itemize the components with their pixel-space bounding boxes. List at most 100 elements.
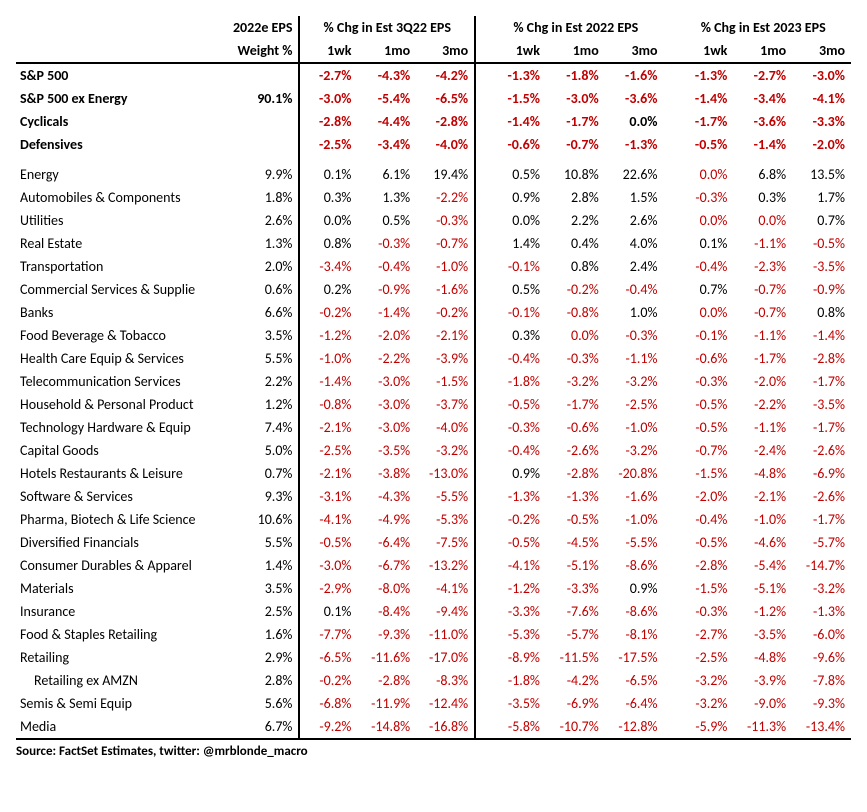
table-row: Media6.7%-9.2%-14.8%-16.8%-5.8%-10.7%-12… <box>16 715 851 739</box>
cell: -1.2% <box>488 577 546 600</box>
cell: -6.4% <box>605 692 664 715</box>
cell: -4.1% <box>792 87 851 110</box>
weight-cell: 1.2% <box>227 393 300 416</box>
cell: -1.7% <box>675 110 733 133</box>
cell: -0.7% <box>546 133 605 156</box>
table-row: Food Beverage & Tobacco3.5%-1.2%-2.0%-2.… <box>16 324 851 347</box>
cell: -6.5% <box>416 87 475 110</box>
cell: 22.6% <box>605 156 664 186</box>
cell: -8.3% <box>416 669 475 692</box>
cell: -2.7% <box>733 63 792 87</box>
cell: -3.4% <box>357 133 416 156</box>
cell: 1.3% <box>357 186 416 209</box>
cell: -8.6% <box>605 554 664 577</box>
cell <box>475 232 488 255</box>
hdr-group-2022: % Chg in Est 2022 EPS <box>488 16 663 39</box>
cell: -2.0% <box>792 133 851 156</box>
cell <box>663 87 675 110</box>
cell: -0.8% <box>546 301 605 324</box>
row-label: Diversified Financials <box>16 531 227 554</box>
cell: -3.3% <box>488 600 546 623</box>
cell: -5.9% <box>675 715 733 739</box>
weight-cell: 2.6% <box>227 209 300 232</box>
cell <box>475 156 488 186</box>
cell: -4.1% <box>488 554 546 577</box>
cell: -3.2% <box>546 370 605 393</box>
hdr-3mo: 3mo <box>416 39 475 63</box>
table-row: Diversified Financials5.5%-0.5%-6.4%-7.5… <box>16 531 851 554</box>
cell: -1.3% <box>488 485 546 508</box>
cell: -1.1% <box>605 347 664 370</box>
cell <box>663 623 675 646</box>
hdr-eps-weight-top: 2022e EPS <box>227 16 300 39</box>
cell <box>663 646 675 669</box>
cell: -4.5% <box>546 531 605 554</box>
cell: -1.5% <box>675 577 733 600</box>
cell: -0.2% <box>546 278 605 301</box>
table-row: Defensives-2.5%-3.4%-4.0%-0.6%-0.7%-1.3%… <box>16 133 851 156</box>
cell <box>475 439 488 462</box>
cell <box>663 255 675 278</box>
cell: -7.8% <box>792 669 851 692</box>
cell: -3.9% <box>733 669 792 692</box>
weight-cell: 2.0% <box>227 255 300 278</box>
cell: 6.8% <box>733 156 792 186</box>
row-label: Pharma, Biotech & Life Science <box>16 508 227 531</box>
cell: -0.3% <box>675 370 733 393</box>
cell <box>475 485 488 508</box>
cell: -6.9% <box>792 462 851 485</box>
cell: -2.8% <box>675 554 733 577</box>
cell: -1.3% <box>675 63 733 87</box>
cell: 0.0% <box>299 209 357 232</box>
cell: -1.8% <box>488 370 546 393</box>
table-row: Banks6.6%-0.2%-1.4%-0.2%-0.1%-0.8%1.0%0.… <box>16 301 851 324</box>
table-body: S&P 500-2.7%-4.3%-4.2%-1.3%-1.8%-1.6%-1.… <box>16 63 851 739</box>
weight-cell: 1.8% <box>227 186 300 209</box>
cell: -1.5% <box>488 87 546 110</box>
cell <box>663 209 675 232</box>
row-label: Retailing <box>16 646 227 669</box>
cell: -0.5% <box>488 393 546 416</box>
cell: -3.5% <box>357 439 416 462</box>
cell: -6.7% <box>357 554 416 577</box>
cell: -1.0% <box>299 347 357 370</box>
cell <box>475 87 488 110</box>
row-label: Defensives <box>16 133 227 156</box>
cell: 1.0% <box>605 301 664 324</box>
cell: -4.2% <box>546 669 605 692</box>
row-label: Food & Staples Retailing <box>16 623 227 646</box>
cell: -11.9% <box>357 692 416 715</box>
cell: -6.8% <box>299 692 357 715</box>
cell: -1.4% <box>299 370 357 393</box>
table-row: Real Estate1.3%0.8%-0.3%-0.7%1.4%0.4%4.0… <box>16 232 851 255</box>
cell <box>475 669 488 692</box>
cell <box>663 324 675 347</box>
row-label: Consumer Durables & Apparel <box>16 554 227 577</box>
eps-revision-table: 2022e EPS % Chg in Est 3Q22 EPS % Chg in… <box>16 16 851 740</box>
cell: -5.5% <box>605 531 664 554</box>
row-label: Media <box>16 715 227 739</box>
cell <box>663 554 675 577</box>
cell <box>475 110 488 133</box>
cell: -10.7% <box>546 715 605 739</box>
cell <box>475 646 488 669</box>
cell <box>475 63 488 87</box>
cell: -1.1% <box>733 232 792 255</box>
table-row: Pharma, Biotech & Life Science10.6%-4.1%… <box>16 508 851 531</box>
cell: -13.0% <box>416 462 475 485</box>
cell: 2.4% <box>605 255 664 278</box>
cell: -17.5% <box>605 646 664 669</box>
cell <box>663 186 675 209</box>
weight-cell: 0.7% <box>227 462 300 485</box>
cell: -17.0% <box>416 646 475 669</box>
cell: 0.3% <box>733 186 792 209</box>
cell: 0.1% <box>675 232 733 255</box>
cell: -1.5% <box>416 370 475 393</box>
cell: 0.0% <box>675 209 733 232</box>
cell: -3.3% <box>546 577 605 600</box>
cell: -3.2% <box>605 439 664 462</box>
cell: -8.1% <box>605 623 664 646</box>
table-row: Consumer Durables & Apparel1.4%-3.0%-6.7… <box>16 554 851 577</box>
cell: -3.8% <box>357 462 416 485</box>
cell <box>475 577 488 600</box>
